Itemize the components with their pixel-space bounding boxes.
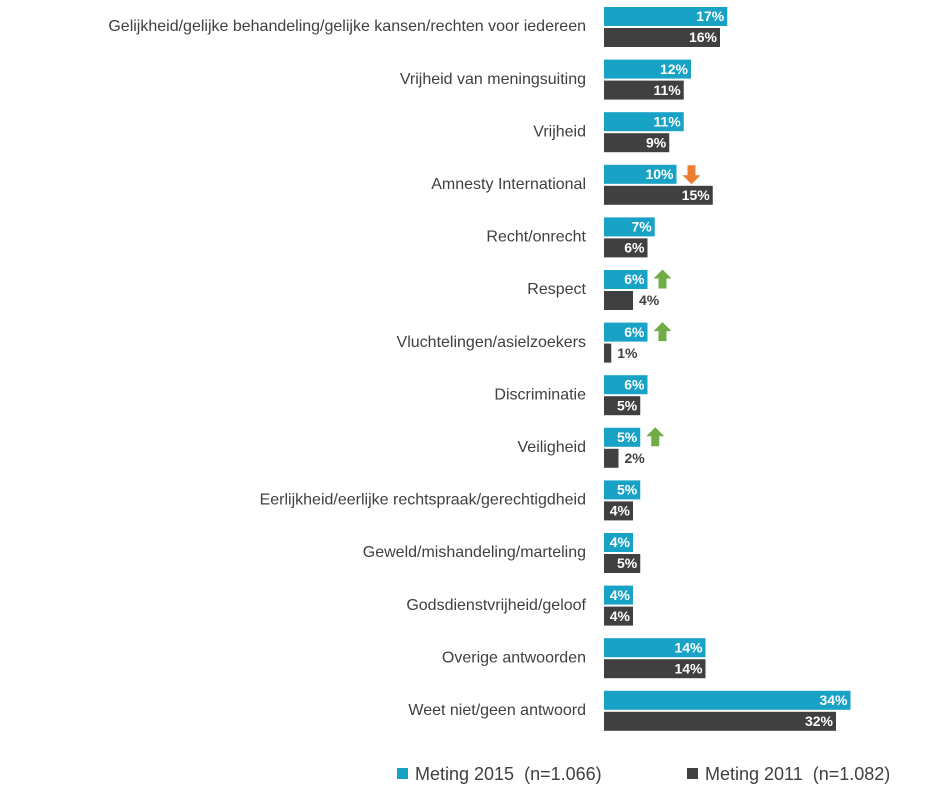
value-label: 16% [689, 29, 718, 45]
value-label: 6% [624, 271, 645, 287]
bar [604, 638, 706, 658]
value-label: 5% [617, 482, 638, 498]
bar [604, 80, 684, 100]
bar [604, 554, 641, 573]
bar [604, 238, 648, 258]
category-label: Vrijheid [533, 123, 586, 140]
value-label: 14% [674, 639, 703, 655]
value-label: 5% [617, 429, 638, 445]
value-label: 34% [819, 692, 848, 708]
significance-arrow [653, 322, 672, 342]
value-label: 6% [624, 324, 645, 340]
significance-arrow [682, 165, 701, 185]
category-label: Vrijheid van meningsuiting [400, 71, 586, 88]
category-label: Geweld/mishandeling/marteling [363, 544, 586, 561]
category-label: Recht/onrecht [486, 229, 586, 246]
bar [604, 112, 684, 132]
value-label: 2% [625, 450, 646, 466]
bar [604, 427, 641, 447]
bar [604, 343, 612, 363]
significance-arrow [646, 427, 665, 447]
legend-label: Meting 2015 (n=1.066) [415, 764, 602, 784]
value-label: 4% [610, 503, 631, 519]
category-label: Amnesty International [431, 176, 586, 193]
legend-swatch [687, 768, 698, 779]
bar [604, 659, 706, 679]
significance-arrow [653, 269, 672, 289]
category-label: Veiligheid [518, 439, 587, 456]
value-label: 4% [610, 587, 631, 603]
bar [604, 217, 655, 237]
bar [604, 28, 720, 47]
category-label: Godsdienstvrijheid/geloof [406, 597, 586, 614]
value-label: 11% [654, 113, 682, 129]
bar [604, 480, 641, 500]
bar [604, 7, 728, 26]
legend-label: Meting 2011 (n=1.082) [705, 764, 890, 784]
value-label: 15% [682, 187, 711, 203]
value-label: 5% [617, 397, 638, 413]
value-label: 6% [624, 376, 645, 392]
bar [604, 711, 836, 731]
bar [604, 448, 619, 468]
legend-swatch [397, 768, 408, 779]
value-label: 11% [654, 82, 682, 98]
value-label: 1% [617, 345, 638, 361]
value-label: 4% [610, 608, 631, 624]
bar [604, 533, 633, 552]
bar [604, 690, 851, 710]
value-label: 10% [645, 166, 674, 182]
bar [604, 322, 648, 342]
bar [604, 585, 633, 605]
value-label: 32% [805, 713, 834, 729]
value-label: 17% [696, 8, 725, 24]
bar [604, 396, 641, 416]
value-label: 12% [660, 61, 689, 77]
bar [604, 606, 633, 626]
value-label: 6% [624, 240, 645, 256]
category-label: Overige antwoorden [442, 649, 586, 666]
bar [604, 501, 633, 521]
category-label: Vluchtelingen/asielzoekers [397, 334, 586, 351]
value-label: 14% [674, 660, 703, 676]
bar [604, 270, 648, 289]
value-label: 5% [617, 555, 638, 571]
value-label: 9% [646, 134, 667, 150]
category-label: Respect [527, 281, 586, 298]
bar [604, 185, 713, 205]
category-label: Discriminatie [494, 386, 586, 403]
value-label: 4% [639, 292, 660, 308]
bar [604, 59, 691, 79]
category-label: Eerlijkheid/eerlijke rechtspraak/gerecht… [260, 492, 586, 509]
bar [604, 291, 633, 310]
category-label: Weet niet/geen antwoord [408, 702, 586, 719]
value-label: 4% [610, 534, 631, 550]
category-label: Gelijkheid/gelijke behandeling/gelijke k… [108, 18, 586, 35]
value-label: 7% [632, 219, 653, 235]
bar [604, 133, 670, 153]
bar [604, 375, 648, 395]
bar [604, 164, 677, 184]
